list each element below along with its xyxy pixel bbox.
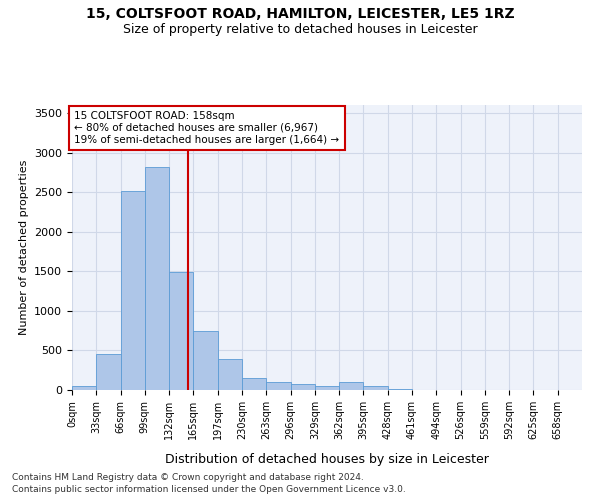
Bar	[169, 272, 193, 390]
Text: 15, COLTSFOOT ROAD, HAMILTON, LEICESTER, LE5 1RZ: 15, COLTSFOOT ROAD, HAMILTON, LEICESTER,…	[86, 8, 514, 22]
Bar	[72, 386, 96, 390]
Bar	[339, 382, 364, 390]
Text: Distribution of detached houses by size in Leicester: Distribution of detached houses by size …	[165, 452, 489, 466]
Bar	[266, 382, 290, 390]
Text: Size of property relative to detached houses in Leicester: Size of property relative to detached ho…	[122, 22, 478, 36]
Bar	[290, 384, 315, 390]
Text: Contains HM Land Registry data © Crown copyright and database right 2024.: Contains HM Land Registry data © Crown c…	[12, 472, 364, 482]
Bar	[145, 167, 169, 390]
Bar	[121, 190, 145, 390]
Bar	[388, 388, 412, 390]
Bar	[96, 354, 121, 390]
Bar	[193, 332, 218, 390]
Bar	[364, 386, 388, 390]
Text: Contains public sector information licensed under the Open Government Licence v3: Contains public sector information licen…	[12, 485, 406, 494]
Bar	[315, 386, 339, 390]
Bar	[242, 378, 266, 390]
Bar	[218, 359, 242, 390]
Text: 15 COLTSFOOT ROAD: 158sqm
← 80% of detached houses are smaller (6,967)
19% of se: 15 COLTSFOOT ROAD: 158sqm ← 80% of detac…	[74, 112, 340, 144]
Y-axis label: Number of detached properties: Number of detached properties	[19, 160, 29, 335]
